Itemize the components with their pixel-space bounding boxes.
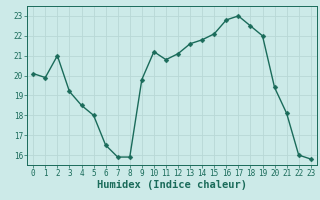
X-axis label: Humidex (Indice chaleur): Humidex (Indice chaleur) xyxy=(97,180,247,190)
